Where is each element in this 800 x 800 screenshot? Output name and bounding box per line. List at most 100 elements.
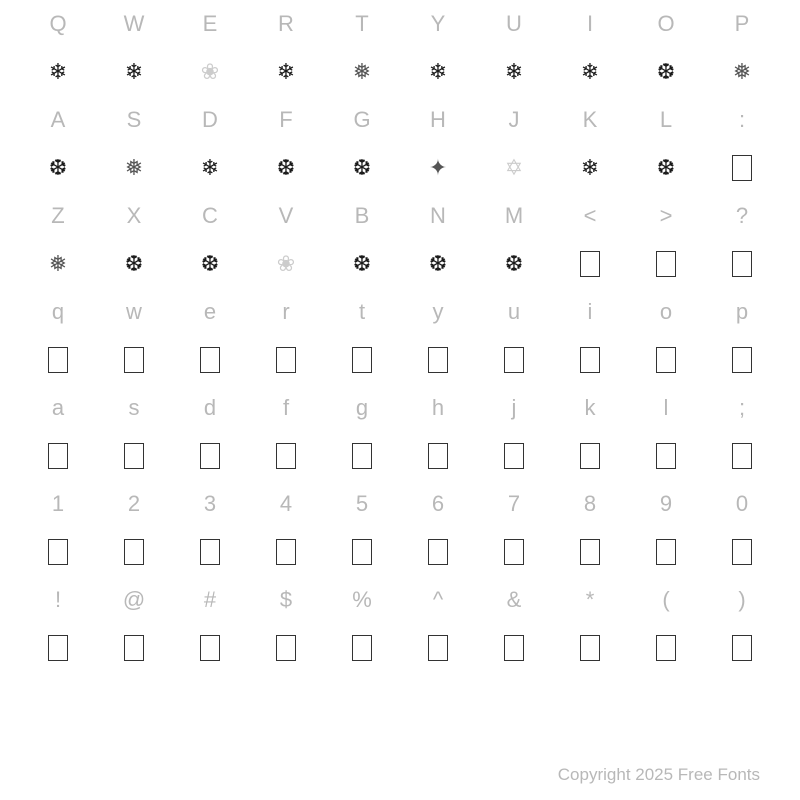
char-label: * [552, 576, 628, 624]
char-label: U [476, 0, 552, 48]
char-label: A [20, 96, 96, 144]
missing-glyph-box [20, 624, 96, 672]
char-label: J [476, 96, 552, 144]
missing-glyph-box [552, 432, 628, 480]
snowflake-glyph: ❄ [552, 144, 628, 192]
snowflake-glyph: ❄ [400, 48, 476, 96]
missing-glyph-box [552, 528, 628, 576]
char-label: s [96, 384, 172, 432]
char-label: < [552, 192, 628, 240]
empty-glyph-icon [656, 251, 676, 277]
char-label: h [400, 384, 476, 432]
missing-glyph-box [248, 624, 324, 672]
missing-glyph-box [248, 528, 324, 576]
char-label: 1 [20, 480, 96, 528]
empty-glyph-icon [580, 443, 600, 469]
character-map-grid: QWERTYUIOP❄❄❀❄❅❄❄❄❆❅ASDFGHJKL:❆❅❄❆❆✦✡❄❆Z… [0, 0, 800, 672]
char-label: N [400, 192, 476, 240]
char-label: Z [20, 192, 96, 240]
copyright-footer: Copyright 2025 Free Fonts [558, 765, 760, 785]
empty-glyph-icon [428, 539, 448, 565]
empty-glyph-icon [352, 347, 372, 373]
missing-glyph-box [248, 336, 324, 384]
empty-glyph-icon [124, 635, 144, 661]
snowflake-glyph: ❄ [20, 48, 96, 96]
missing-glyph-box [172, 336, 248, 384]
empty-glyph-icon [656, 635, 676, 661]
missing-glyph-box [628, 624, 704, 672]
char-label: M [476, 192, 552, 240]
snowflake-icon: ❅ [353, 61, 371, 83]
missing-glyph-box [324, 528, 400, 576]
snowflake-glyph: ❆ [20, 144, 96, 192]
snowflake-glyph: ❄ [248, 48, 324, 96]
char-label: T [324, 0, 400, 48]
snowflake-icon: ❀ [201, 61, 219, 83]
snowflake-glyph: ❆ [172, 240, 248, 288]
char-label: k [552, 384, 628, 432]
char-label: ? [704, 192, 780, 240]
missing-glyph-box [552, 240, 628, 288]
char-label: q [20, 288, 96, 336]
char-label: E [172, 0, 248, 48]
snowflake-icon: ❆ [429, 253, 447, 275]
empty-glyph-icon [276, 539, 296, 565]
snowflake-icon: ❆ [353, 157, 371, 179]
char-label: V [248, 192, 324, 240]
empty-glyph-icon [656, 443, 676, 469]
snowflake-glyph: ❄ [172, 144, 248, 192]
char-label: Y [400, 0, 476, 48]
empty-glyph-icon [48, 539, 68, 565]
char-label: G [324, 96, 400, 144]
char-label: 2 [96, 480, 172, 528]
empty-glyph-icon [656, 539, 676, 565]
char-label: $ [248, 576, 324, 624]
empty-glyph-icon [428, 347, 448, 373]
snowflake-glyph: ❅ [20, 240, 96, 288]
char-label: R [248, 0, 324, 48]
char-label: l [628, 384, 704, 432]
snowflake-icon: ❄ [125, 61, 143, 83]
missing-glyph-box [400, 432, 476, 480]
empty-glyph-icon [276, 347, 296, 373]
empty-glyph-icon [124, 443, 144, 469]
missing-glyph-box [324, 432, 400, 480]
char-label: u [476, 288, 552, 336]
snowflake-icon: ❆ [201, 253, 219, 275]
snowflake-icon: ❄ [581, 61, 599, 83]
char-label: f [248, 384, 324, 432]
char-label: 8 [552, 480, 628, 528]
empty-glyph-icon [276, 443, 296, 469]
missing-glyph-box [552, 336, 628, 384]
snowflake-icon: ❀ [277, 253, 295, 275]
missing-glyph-box [628, 432, 704, 480]
char-label: e [172, 288, 248, 336]
char-label: 4 [248, 480, 324, 528]
empty-glyph-icon [124, 539, 144, 565]
empty-glyph-icon [732, 443, 752, 469]
missing-glyph-box [476, 432, 552, 480]
char-label: ) [704, 576, 780, 624]
empty-glyph-icon [732, 251, 752, 277]
missing-glyph-box [400, 336, 476, 384]
char-label: # [172, 576, 248, 624]
char-label: S [96, 96, 172, 144]
char-label: i [552, 288, 628, 336]
snowflake-icon: ❆ [657, 61, 675, 83]
missing-glyph-box [172, 624, 248, 672]
snowflake-glyph: ❆ [476, 240, 552, 288]
char-label: H [400, 96, 476, 144]
missing-glyph-box [476, 336, 552, 384]
missing-glyph-box [628, 528, 704, 576]
missing-glyph-box [628, 240, 704, 288]
empty-glyph-icon [200, 347, 220, 373]
char-label: 9 [628, 480, 704, 528]
snowflake-icon: ❆ [353, 253, 371, 275]
snowflake-glyph: ❆ [248, 144, 324, 192]
empty-glyph-icon [732, 635, 752, 661]
snowflake-glyph: ❆ [628, 48, 704, 96]
char-label: ! [20, 576, 96, 624]
missing-glyph-box [96, 432, 172, 480]
char-label: 6 [400, 480, 476, 528]
empty-glyph-icon [504, 539, 524, 565]
